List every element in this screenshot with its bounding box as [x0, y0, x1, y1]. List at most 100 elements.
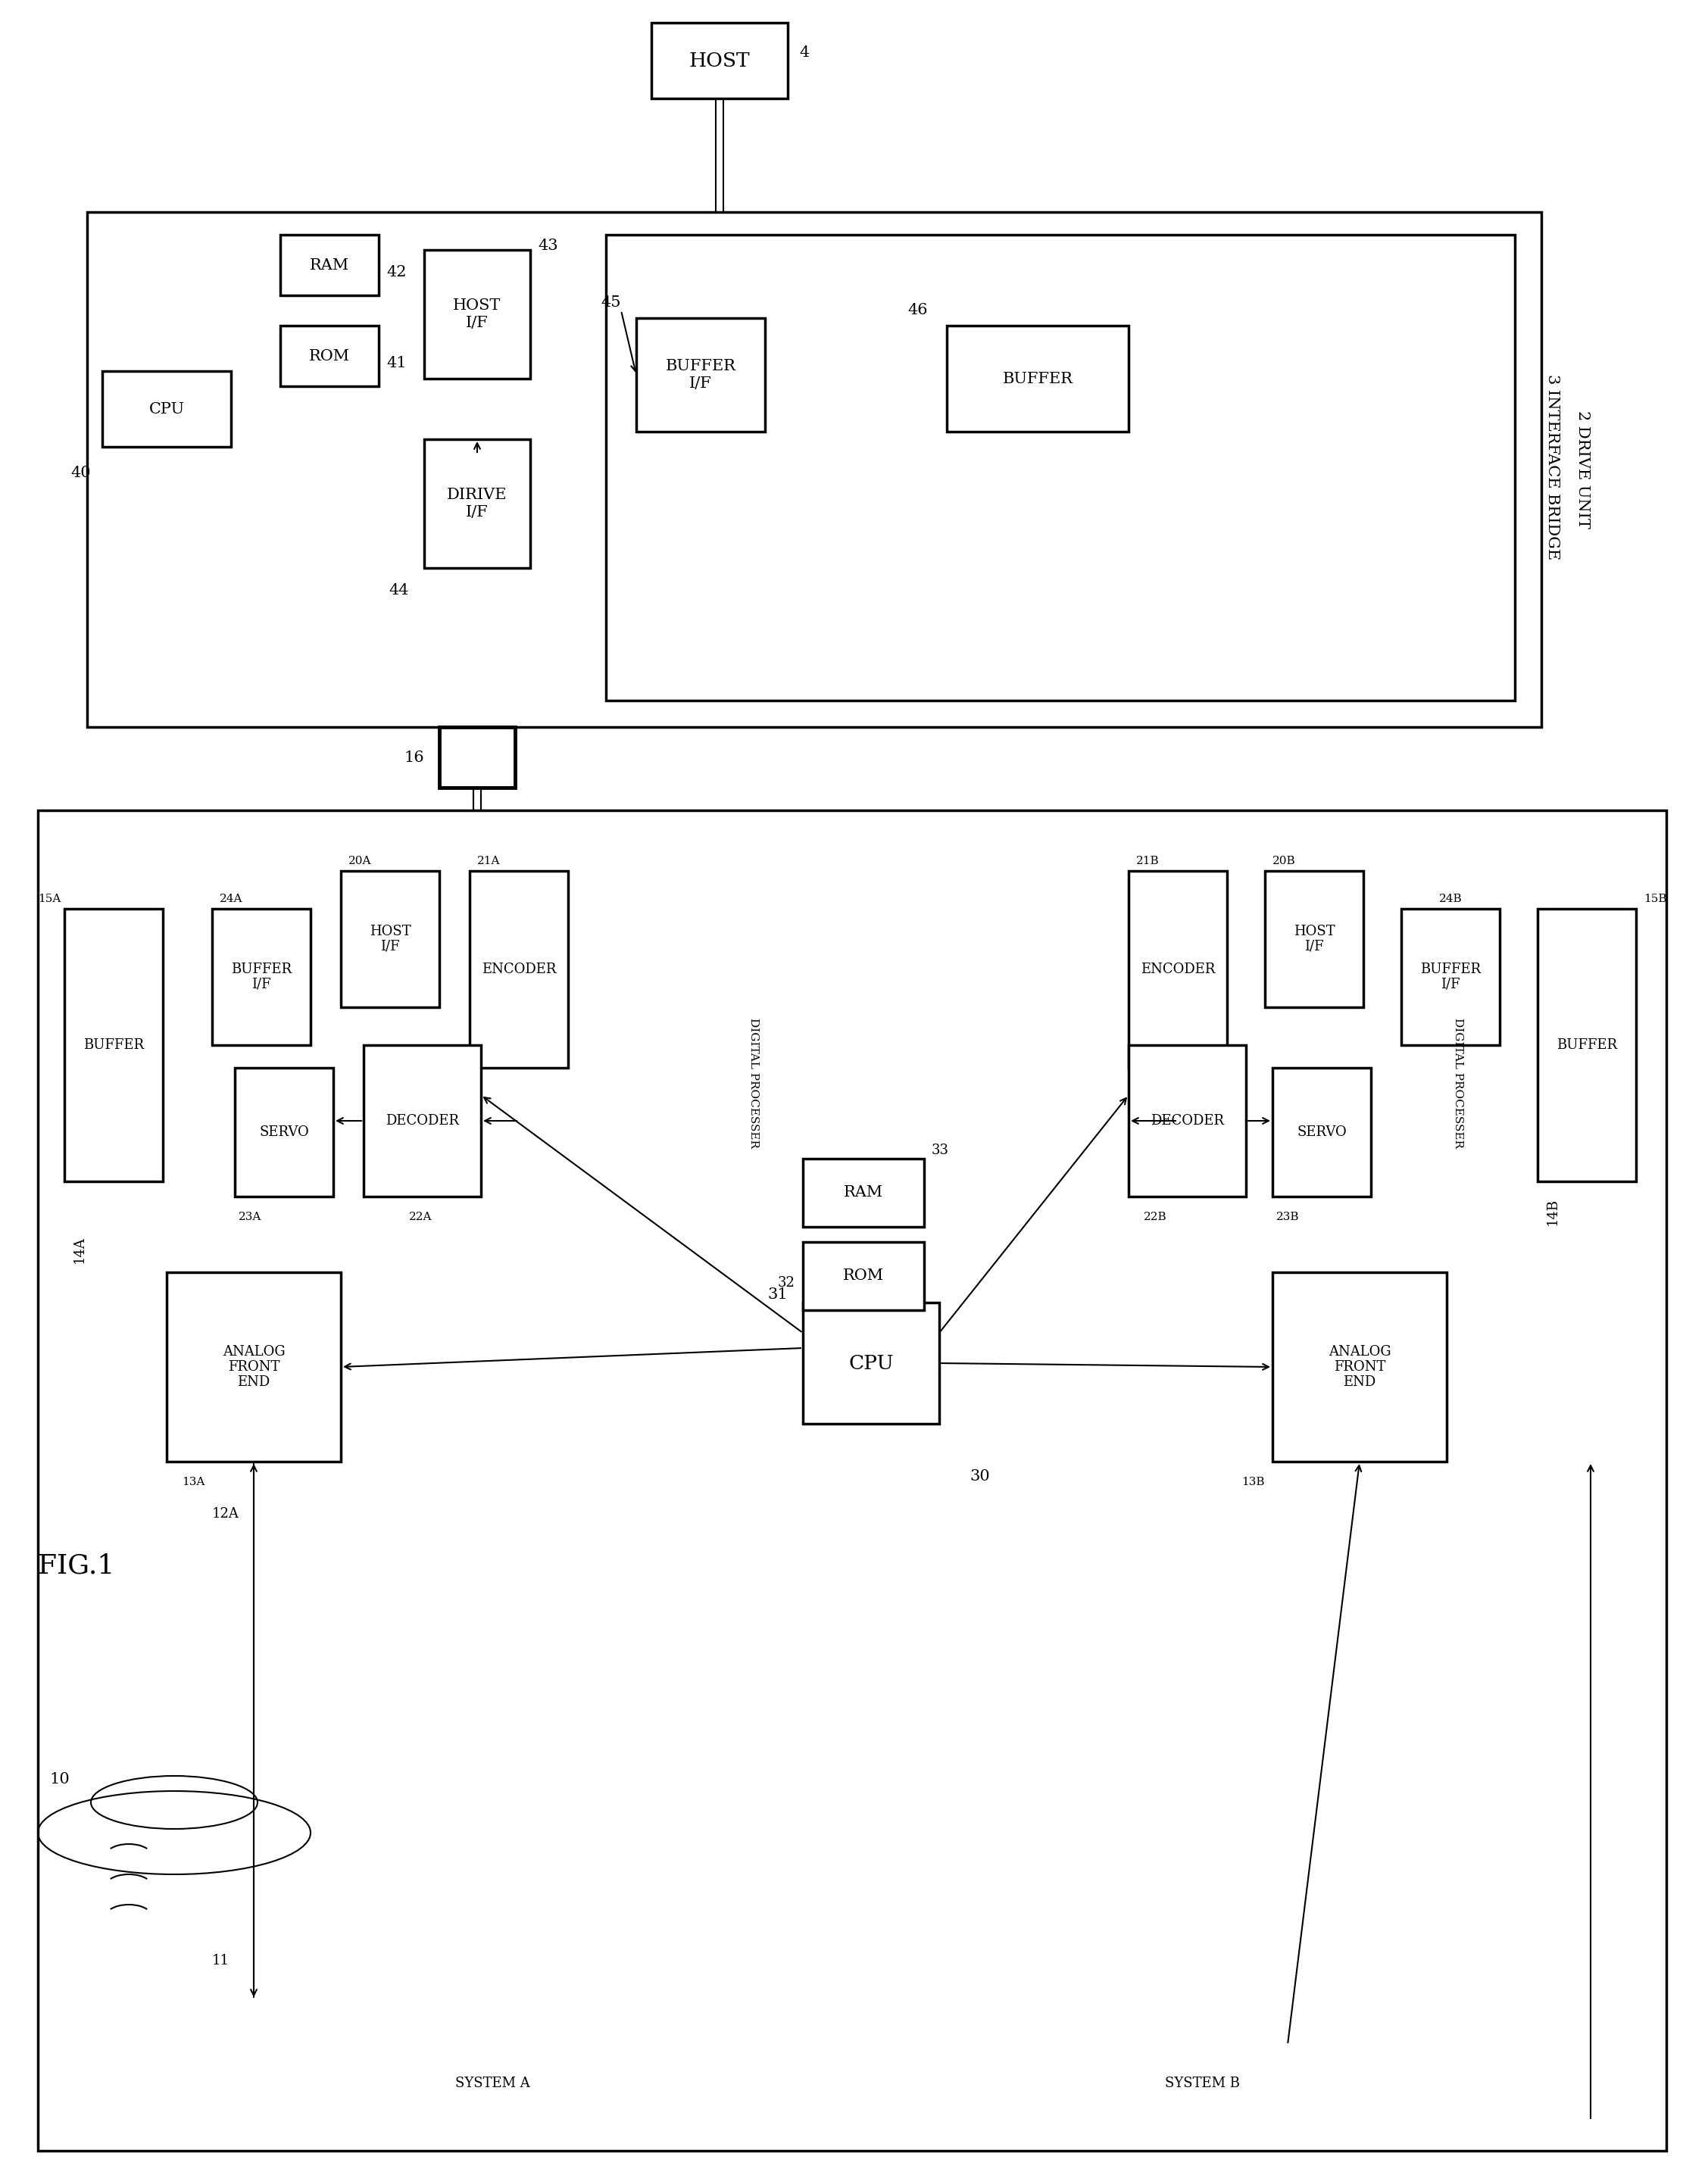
Bar: [65, 909, 162, 1181]
Bar: [38, 811, 1667, 2151]
Text: BUFFER: BUFFER: [1556, 1037, 1617, 1053]
Text: 15B: 15B: [1643, 894, 1667, 905]
Bar: [1129, 1046, 1245, 1196]
Text: END: END: [1342, 1375, 1377, 1388]
Text: 22B: 22B: [1144, 1211, 1167, 1222]
Text: HOST: HOST: [1293, 924, 1336, 937]
Text: 14B: 14B: [1546, 1198, 1559, 1225]
Text: 45: 45: [601, 296, 622, 309]
Text: 13B: 13B: [1242, 1477, 1266, 1488]
Bar: [102, 372, 231, 446]
Bar: [424, 250, 529, 378]
Text: 31: 31: [767, 1288, 787, 1303]
Bar: [167, 1272, 342, 1462]
Bar: [470, 870, 569, 1068]
Text: DIGITAL PROCESSER: DIGITAL PROCESSER: [748, 1018, 758, 1148]
Text: ENCODER: ENCODER: [482, 964, 557, 977]
Text: 40: 40: [70, 465, 91, 481]
Text: 20A: 20A: [348, 855, 372, 866]
Text: 21A: 21A: [477, 855, 500, 866]
Text: 23B: 23B: [1276, 1211, 1300, 1222]
Text: 33: 33: [931, 1144, 950, 1157]
Text: SYSTEM A: SYSTEM A: [454, 2077, 529, 2090]
Text: SERVO: SERVO: [1296, 1124, 1346, 1140]
Text: FRONT: FRONT: [1334, 1359, 1385, 1375]
Text: 2 DRIVE UNIT: 2 DRIVE UNIT: [1576, 411, 1590, 529]
Bar: [757, 826, 1648, 2112]
Text: DECODER: DECODER: [386, 1114, 459, 1127]
Text: END: END: [237, 1375, 270, 1388]
Text: DIGITAL PROCESSER: DIGITAL PROCESSER: [1454, 1018, 1464, 1148]
Text: 43: 43: [538, 239, 559, 252]
Bar: [803, 1242, 924, 1309]
Bar: [342, 870, 439, 1007]
Bar: [1272, 1272, 1447, 1462]
Bar: [364, 1046, 482, 1196]
Text: HOST: HOST: [688, 52, 750, 70]
Text: FRONT: FRONT: [227, 1359, 280, 1375]
Text: I/F: I/F: [381, 940, 400, 953]
Text: 41: 41: [386, 357, 407, 370]
Text: 22A: 22A: [408, 1211, 432, 1222]
Bar: [1266, 870, 1363, 1007]
Text: 23A: 23A: [239, 1211, 261, 1222]
Bar: [424, 439, 529, 568]
Bar: [87, 211, 1541, 726]
Text: ROM: ROM: [309, 348, 350, 363]
Text: DECODER: DECODER: [1151, 1114, 1225, 1127]
Bar: [212, 909, 311, 1046]
Bar: [1129, 870, 1226, 1068]
Bar: [606, 235, 1515, 700]
Text: BUFFER: BUFFER: [666, 359, 736, 374]
Bar: [280, 326, 379, 387]
Text: I/F: I/F: [466, 315, 488, 331]
Text: 4: 4: [799, 46, 810, 61]
Text: BUFFER: BUFFER: [1419, 964, 1481, 977]
Bar: [637, 318, 765, 431]
Text: ROM: ROM: [844, 1268, 885, 1283]
Text: 20B: 20B: [1272, 855, 1296, 866]
Text: I/F: I/F: [1442, 977, 1460, 992]
Text: CPU: CPU: [149, 402, 184, 415]
Text: SERVO: SERVO: [260, 1124, 309, 1140]
Text: HOST: HOST: [453, 298, 500, 313]
Text: BUFFER: BUFFER: [1003, 372, 1073, 385]
Bar: [924, 855, 1454, 1309]
Text: RAM: RAM: [844, 1185, 883, 1201]
Text: ANALOG: ANALOG: [1329, 1346, 1390, 1359]
Text: I/F: I/F: [251, 977, 272, 992]
Bar: [946, 326, 1129, 431]
Text: 42: 42: [386, 265, 407, 278]
Bar: [803, 1159, 924, 1227]
Text: 13A: 13A: [181, 1477, 205, 1488]
Text: ANALOG: ANALOG: [222, 1346, 285, 1359]
Bar: [651, 22, 787, 98]
Text: 10: 10: [50, 1773, 70, 1786]
Text: ENCODER: ENCODER: [1141, 964, 1214, 977]
Text: I/F: I/F: [1305, 940, 1324, 953]
Text: 24B: 24B: [1440, 894, 1462, 905]
Text: 44: 44: [389, 583, 408, 598]
Text: 32: 32: [777, 1277, 796, 1290]
Text: RAM: RAM: [309, 259, 348, 272]
Bar: [205, 855, 750, 1309]
Bar: [439, 726, 516, 787]
Text: 3 INTERFACE BRIDGE: 3 INTERFACE BRIDGE: [1546, 374, 1559, 561]
Text: 12A: 12A: [212, 1507, 239, 1520]
Bar: [280, 235, 379, 296]
Text: BUFFER: BUFFER: [84, 1037, 143, 1053]
Text: FIG.1: FIG.1: [38, 1553, 114, 1579]
Text: 16: 16: [405, 750, 424, 763]
Bar: [803, 1303, 939, 1425]
Bar: [234, 1068, 333, 1196]
Text: 11: 11: [212, 1953, 229, 1968]
Text: CPU: CPU: [849, 1353, 893, 1372]
Text: BUFFER: BUFFER: [231, 964, 292, 977]
Text: DIRIVE: DIRIVE: [447, 487, 507, 502]
Text: SYSTEM B: SYSTEM B: [1165, 2077, 1240, 2090]
Text: 46: 46: [907, 302, 927, 318]
Text: I/F: I/F: [466, 505, 488, 520]
Text: 15A: 15A: [38, 894, 60, 905]
Bar: [1401, 909, 1500, 1046]
Text: 21B: 21B: [1136, 855, 1160, 866]
